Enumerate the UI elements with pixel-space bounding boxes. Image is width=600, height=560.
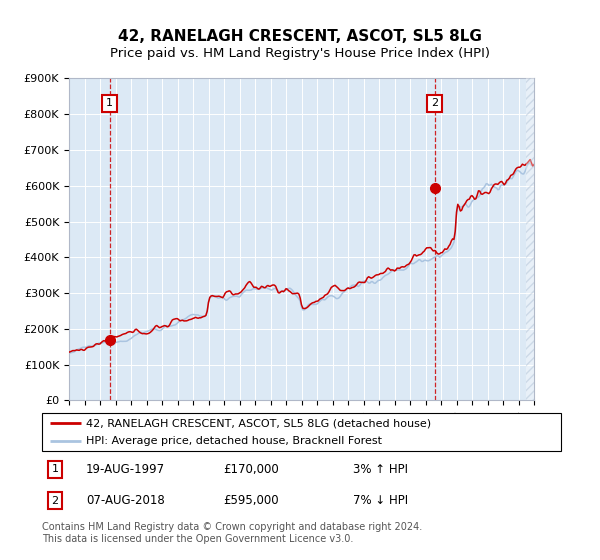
Text: 07-AUG-2018: 07-AUG-2018: [86, 494, 165, 507]
Text: 2: 2: [431, 99, 439, 109]
Text: 2: 2: [52, 496, 59, 506]
Text: 1: 1: [106, 99, 113, 109]
Text: Contains HM Land Registry data © Crown copyright and database right 2024.
This d: Contains HM Land Registry data © Crown c…: [42, 522, 422, 544]
Text: 3% ↑ HPI: 3% ↑ HPI: [353, 463, 409, 476]
Bar: [526, 78, 536, 400]
Text: £170,000: £170,000: [224, 463, 280, 476]
Text: 7% ↓ HPI: 7% ↓ HPI: [353, 494, 409, 507]
Text: Price paid vs. HM Land Registry's House Price Index (HPI): Price paid vs. HM Land Registry's House …: [110, 46, 490, 60]
Text: 1: 1: [52, 464, 58, 474]
Text: 42, RANELAGH CRESCENT, ASCOT, SL5 8LG (detached house): 42, RANELAGH CRESCENT, ASCOT, SL5 8LG (d…: [86, 418, 431, 428]
Text: £595,000: £595,000: [224, 494, 279, 507]
Text: 42, RANELAGH CRESCENT, ASCOT, SL5 8LG: 42, RANELAGH CRESCENT, ASCOT, SL5 8LG: [118, 29, 482, 44]
Text: 19-AUG-1997: 19-AUG-1997: [86, 463, 165, 476]
Text: HPI: Average price, detached house, Bracknell Forest: HPI: Average price, detached house, Brac…: [86, 436, 382, 446]
FancyBboxPatch shape: [42, 413, 561, 451]
